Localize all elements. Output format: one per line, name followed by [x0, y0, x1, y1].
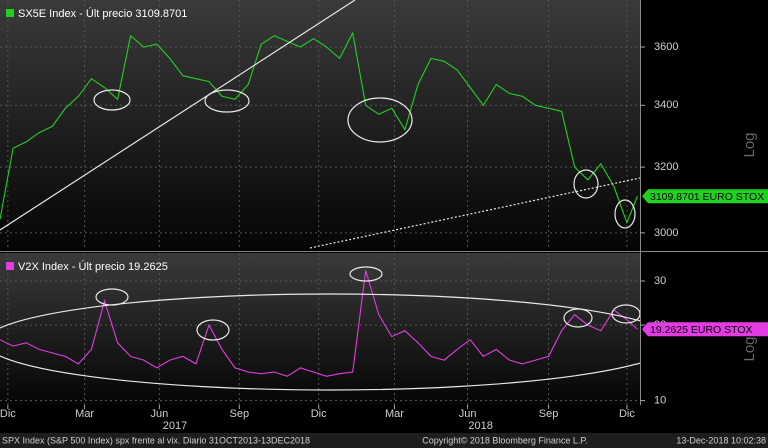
axis-label: Log [741, 336, 758, 361]
circle-annotation [573, 169, 599, 199]
x-tick-label: Sep [539, 408, 559, 420]
circle-annotation [349, 266, 383, 282]
annotations-top [0, 0, 640, 249]
circle-annotation [93, 89, 131, 111]
x-tick-label: Dic [0, 408, 16, 420]
x-tick-label: Jun [459, 408, 477, 420]
lines [0, 31, 638, 377]
footer-bar [0, 433, 768, 448]
trend-line [0, 0, 356, 231]
legend-swatch [6, 262, 14, 270]
legend-swatch [6, 9, 14, 17]
year-label: 2018 [468, 420, 492, 432]
footer-right: 13-Dec-2018 10:02:38 [676, 435, 766, 445]
y-tick-label: 3600 [654, 41, 678, 53]
x-tick-label: Dic [311, 408, 327, 420]
y-tick-label: 3200 [654, 161, 678, 173]
ellipse-annotation [0, 293, 640, 391]
footer-center: Copyright© 2018 Bloomberg Finance L.P. [422, 435, 588, 445]
series-line [0, 270, 638, 377]
x-tick-label: Sep [229, 408, 249, 420]
footer-left: SPX Index (S&P 500 Index) spx frente al … [2, 435, 310, 445]
year-label: 2017 [163, 420, 187, 432]
last-value-label: 3109.8701 EURO STOX [650, 191, 764, 203]
series-line [0, 31, 638, 225]
panel-top [0, 0, 640, 250]
circle-annotation [563, 308, 593, 328]
panel-bottom [0, 253, 640, 405]
annotations-bottom [0, 266, 640, 391]
legend-label: V2X Index - Últ precio 19.2625 [18, 260, 168, 273]
circle-annotation [614, 199, 636, 229]
circle-annotation [204, 89, 250, 113]
last-value-tag [642, 322, 768, 337]
circle-annotation [196, 319, 230, 341]
circle-annotation [95, 288, 129, 306]
trend-line-dotted [309, 177, 640, 249]
x-tick-label: Mar [385, 408, 404, 420]
y-tick-label: 3000 [654, 227, 678, 239]
x-tick-label: Mar [75, 408, 94, 420]
y-tick-label: 10 [654, 394, 666, 406]
y-tick-label: 30 [654, 275, 666, 287]
grid [0, 0, 640, 405]
legend-label: SX5E Index - Últ precio 3109.8701 [18, 7, 187, 20]
circle-annotation [611, 304, 640, 324]
last-value-label: 19.2625 EURO STOX [650, 324, 753, 336]
axis-label: Log [741, 132, 758, 157]
circle-annotation [347, 97, 413, 143]
y-tick-label: 3400 [654, 99, 678, 111]
last-value-tag [642, 189, 768, 204]
x-tick-label: Dic [619, 408, 635, 420]
x-tick-label: Jun [150, 408, 168, 420]
